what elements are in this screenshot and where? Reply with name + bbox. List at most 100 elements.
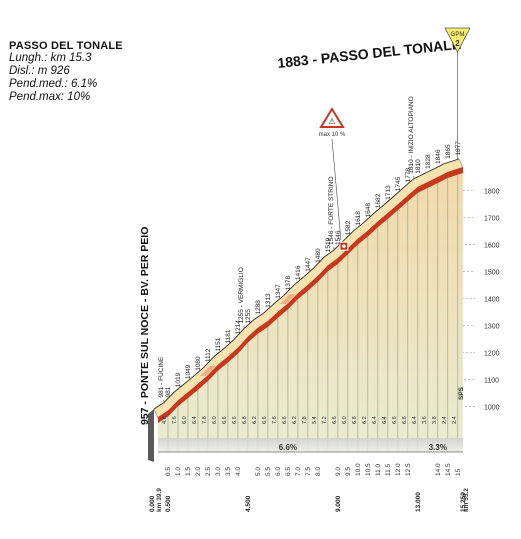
gpm-badge-category: 2 <box>455 39 460 48</box>
segment-gradient-8: 6.8 <box>242 416 248 424</box>
x-tick-label-2: 1.5 <box>185 467 192 476</box>
segment-gradient-28: 2.4 <box>442 416 448 424</box>
segment-gradient-25: 6.4 <box>412 416 418 424</box>
distance-mark-4: 13.000 <box>415 492 422 512</box>
climb-name: PASSO DEL TONALE <box>9 40 123 52</box>
segment-gradient-13: 6.2 <box>292 416 298 424</box>
altitude-label-22: 1682 <box>375 193 382 208</box>
x-tick-label-22: 12.5 <box>405 463 412 476</box>
start-point-label: 957 - PONTE SUL NOCE - BV. PER PEIO <box>139 227 151 425</box>
altitude-label-18: 1546 <box>335 230 342 245</box>
altitude-label-27: 1828 <box>425 154 432 169</box>
x-tick-label-7: 4.0 <box>235 467 242 476</box>
segment-gradient-17: 6.6 <box>332 416 338 424</box>
distance-mark-5: 15.259 <box>460 492 467 512</box>
segment-gradient-27: 3.8 <box>432 416 438 424</box>
altitude-label-7: 1181 <box>225 329 232 343</box>
segment-gradient-23: 6.6 <box>392 416 398 424</box>
max-gradient-label: max 10 % <box>319 132 346 138</box>
crest-highlight-0 <box>199 365 216 376</box>
distance-mark-2: 4.500 <box>245 495 252 512</box>
altitude-label-20: 1618 <box>355 211 362 226</box>
x-tick-label-15: 9.0 <box>335 467 342 476</box>
segment-gradient-26: 3.6 <box>422 416 428 424</box>
altitude-label-19: 1582 <box>345 220 352 235</box>
x-tick-label-6: 3.5 <box>225 467 232 476</box>
altitude-label-12: 1347 <box>275 284 282 299</box>
altitude-label-26: 1810 <box>415 159 422 174</box>
x-tick-label-0: 0.5 <box>165 467 172 476</box>
x-tick-label-9: 5.5 <box>265 467 272 476</box>
climb-length: Lungh.: km 15.3 <box>9 52 92 64</box>
climb-info: PASSO DEL TONALE Lungh.: km 15.3 Disl.: … <box>9 40 123 104</box>
segment-gradient-15: 5.4 <box>312 416 318 424</box>
max-gradient-pointer <box>331 138 342 241</box>
altitude-label-10: 1288 <box>255 300 262 315</box>
segment-gradient-21: 6.4 <box>372 416 378 424</box>
segment-gradient-29: 2.4 <box>452 416 458 424</box>
x-tick-label-1: 1.0 <box>175 467 182 476</box>
x-tick-label-11: 6.5 <box>285 467 292 476</box>
altitude-label-9: 1255 <box>245 309 252 324</box>
segment-gradient-3: 6.4 <box>192 416 198 424</box>
x-tick-label-5: 3.0 <box>215 467 222 476</box>
y-tick-label-1600: 1600 <box>484 242 500 249</box>
start-side-face <box>148 409 154 462</box>
segment-gradient-5: 6.0 <box>212 416 218 424</box>
y-tick-label-1000: 1000 <box>484 404 500 411</box>
segment-gradient-10: 6.6 <box>262 416 268 424</box>
segment-gradient-22: 6.4 <box>382 416 388 424</box>
x-tick-label-21: 12.0 <box>395 463 402 476</box>
km-start-label: km 39.9 <box>156 488 163 512</box>
base-strip-band <box>158 438 463 452</box>
altitude-label-23: 1713 <box>385 185 392 200</box>
altitude-label-2: 1019 <box>175 372 182 387</box>
x-tick-label-3: 2.0 <box>195 467 202 476</box>
altitude-label-21: 1648 <box>365 203 372 218</box>
place-label-3: 1810 - INIZIO ALTOPIANO <box>408 96 415 173</box>
altitude-label-6: 1151 <box>215 337 222 351</box>
y-tick-label-1700: 1700 <box>484 215 500 222</box>
y-tick-label-1500: 1500 <box>484 269 500 276</box>
profile-outline <box>153 158 460 410</box>
altitude-label-30: 1877 <box>455 141 462 156</box>
y-tick-label-1400: 1400 <box>484 296 500 303</box>
altitude-label-24: 1745 <box>395 176 402 191</box>
section-gradient-label-1: 3.3% <box>429 443 447 452</box>
x-tick-label-25: 15 <box>455 468 462 476</box>
segment-dividers <box>167 172 459 452</box>
altitude-label-14: 1416 <box>295 265 302 280</box>
altitude-label-15: 1447 <box>305 257 312 272</box>
altitude-label-16: 1480 <box>315 248 322 263</box>
segment-gradient-11: 7.6 <box>272 416 278 424</box>
climb-elevation-gain: Disl.: m 926 <box>9 65 70 77</box>
x-tick-label-8: 5.0 <box>255 467 262 476</box>
gpm-badge-label: GPM <box>451 32 465 38</box>
y-tick-label-1200: 1200 <box>484 350 500 357</box>
x-tick-label-17: 10.0 <box>355 463 362 476</box>
x-tick-label-10: 6.0 <box>275 467 282 476</box>
x-tick-label-18: 10.5 <box>365 463 372 476</box>
base-strip: 6.6% 3.3% <box>158 438 463 453</box>
profile-fill <box>158 168 463 452</box>
section-gradient-label-0: 6.6% <box>279 443 297 452</box>
place-label-0: 981 - FUCINE <box>158 356 165 397</box>
y-tick-label-1300: 1300 <box>484 323 500 330</box>
altitude-label-4: 1080 <box>195 356 202 371</box>
x-tick-label-24: 14.5 <box>445 463 452 476</box>
svg-text:⚠: ⚠ <box>328 117 335 126</box>
segment-gradient-12: 6.6 <box>282 416 288 424</box>
segment-gradient-9: 6.2 <box>252 416 258 424</box>
km-end-label: km 55.2 <box>463 488 470 512</box>
gpm-badge: GPM 2 <box>444 27 471 53</box>
altitude-label-17: 1519 <box>325 237 332 252</box>
x-tick-label-20: 11.5 <box>385 463 392 476</box>
segment-gradient-19: 6.8 <box>352 416 358 424</box>
segment-gradient-24: 6.6 <box>402 416 408 424</box>
segment-gradient-14: 7.8 <box>302 416 308 424</box>
altitude-label-25: 1778 <box>405 168 412 183</box>
profile-gradient-band <box>158 167 463 423</box>
finish-marker-label: SPS <box>458 386 465 400</box>
segment-gradient-6: 6.6 <box>222 416 228 424</box>
climb-max-gradient: Pend.max: 10% <box>9 91 91 103</box>
